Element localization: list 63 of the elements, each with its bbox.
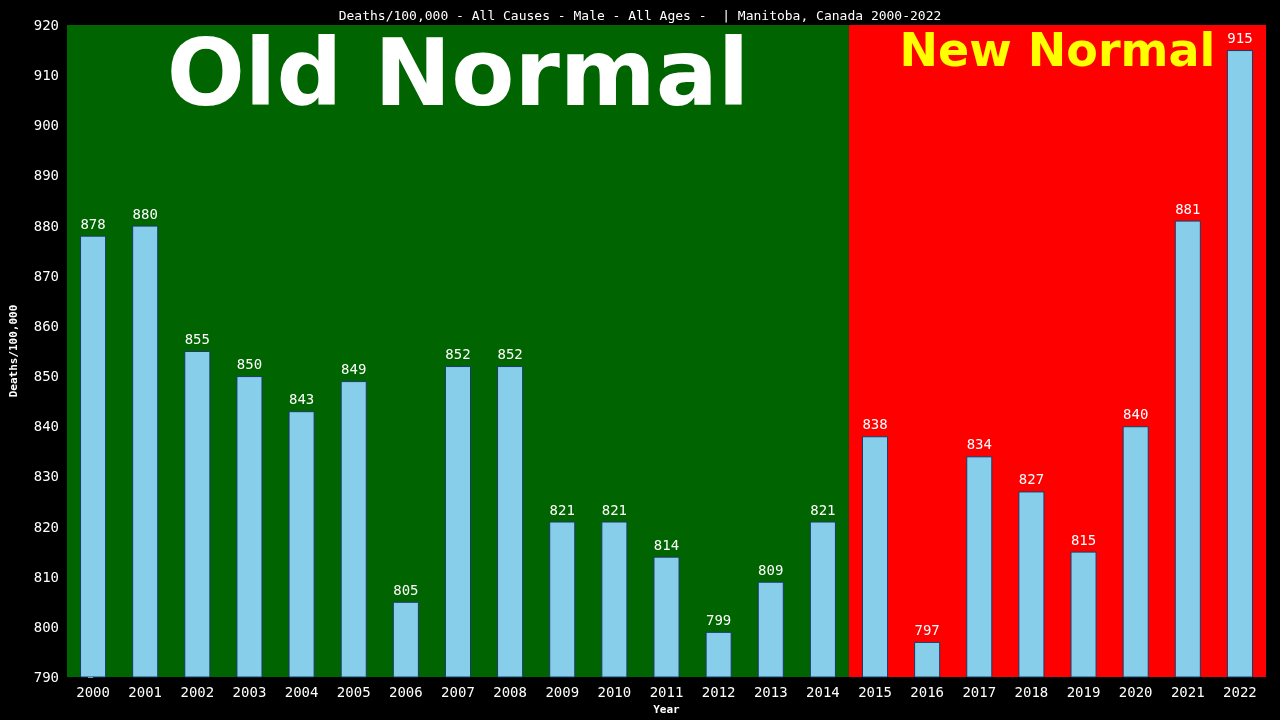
x-tick-label: 2009 <box>545 684 580 700</box>
y-tick-label: 850 <box>33 368 59 385</box>
y-tick-label: 790 <box>33 669 59 685</box>
y-tick-label: 890 <box>33 167 59 184</box>
data-label: 849 <box>341 361 367 378</box>
data-label: 821 <box>601 501 628 518</box>
x-tick-label: 2002 <box>180 684 215 700</box>
data-label: 855 <box>184 331 210 347</box>
x-tick-label: 2012 <box>701 684 736 700</box>
data-label: 881 <box>1175 200 1201 217</box>
y-tick-label: 840 <box>33 418 59 435</box>
data-label: 827 <box>1018 471 1045 488</box>
data-label: 799 <box>705 611 732 628</box>
x-tick-label: 2000 <box>76 684 110 700</box>
x-tick-label: 2019 <box>1066 684 1101 700</box>
data-label: 814 <box>653 536 680 553</box>
data-label: 821 <box>810 501 836 518</box>
data-label: 834 <box>966 436 992 453</box>
x-tick-label: 2001 <box>128 684 163 700</box>
data-label: 880 <box>132 205 158 222</box>
data-label: 852 <box>497 346 523 363</box>
y-tick-label: 880 <box>33 217 59 234</box>
x-tick-label: 2003 <box>232 684 267 700</box>
data-label: 797 <box>914 621 940 638</box>
data-label: 838 <box>862 416 888 433</box>
y-tick-label: 800 <box>33 618 59 635</box>
y-tick-label: 900 <box>33 117 59 134</box>
y-axis-title: Deaths/100,000 <box>7 304 20 398</box>
x-tick-label: 2014 <box>806 684 840 700</box>
x-tick-label: 2022 <box>1223 684 1257 700</box>
data-label: 815 <box>1070 531 1097 548</box>
y-tick-label: 910 <box>33 67 59 84</box>
x-tick-label: 2004 <box>284 684 319 700</box>
x-tick-label: 2017 <box>962 684 997 700</box>
data-label: 843 <box>288 391 315 408</box>
data-label: 821 <box>549 501 575 518</box>
x-tick-label: 2006 <box>388 684 423 700</box>
x-tick-label: 2015 <box>858 684 892 700</box>
x-tick-label: 2010 <box>597 684 632 700</box>
x-tick-label: 2013 <box>753 684 788 700</box>
y-tick-label: 920 <box>33 17 59 33</box>
band-label: New Normal <box>899 23 1216 77</box>
x-tick-label: 2016 <box>910 684 945 700</box>
data-label: 805 <box>393 581 419 598</box>
y-tick-label: 830 <box>33 468 59 485</box>
data-label: 852 <box>445 346 471 363</box>
y-tick-label: 820 <box>33 518 59 535</box>
data-label: 809 <box>758 561 784 578</box>
x-tick-label: 2008 <box>493 684 527 700</box>
y-tick-label: 810 <box>33 568 59 585</box>
x-axis-title: Year <box>653 702 681 716</box>
x-tick-label: 2005 <box>336 684 371 700</box>
data-label: 850 <box>236 356 263 373</box>
data-label: 878 <box>80 215 106 232</box>
x-tick-label: 2020 <box>1118 684 1153 700</box>
x-tick-label: 2018 <box>1014 684 1049 700</box>
data-label: 840 <box>1123 406 1149 423</box>
y-tick-label: 860 <box>33 317 59 334</box>
data-label: 915 <box>1227 30 1253 47</box>
x-tick-label: 2007 <box>441 684 475 700</box>
x-tick-label: 2011 <box>649 684 684 700</box>
x-tick-label: 2021 <box>1170 684 1205 700</box>
y-tick-label: 870 <box>33 267 59 284</box>
